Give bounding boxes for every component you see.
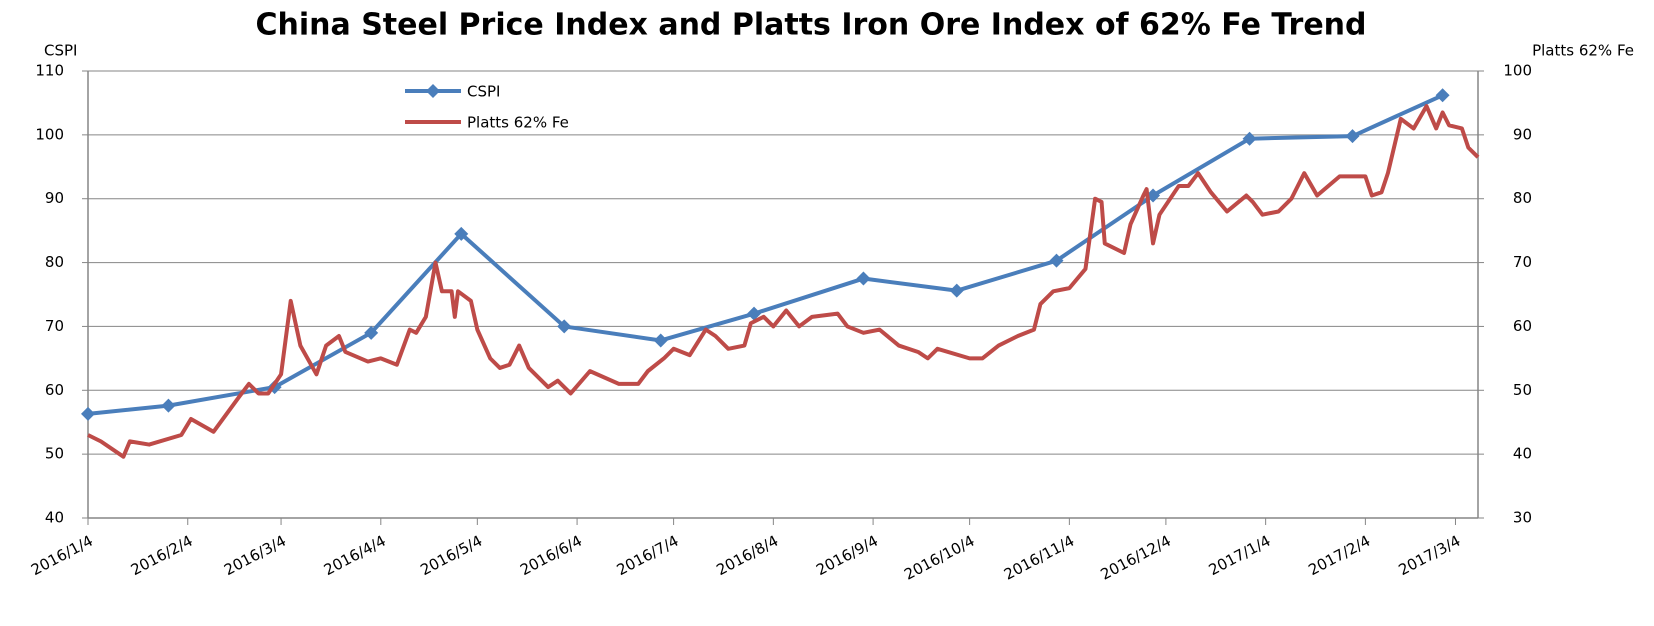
x-tick-label: 2016/1/4 bbox=[28, 532, 96, 580]
y2-tick-label: 40 bbox=[1513, 445, 1532, 463]
y-tick-label: 110 bbox=[35, 62, 64, 80]
series-marker bbox=[454, 226, 469, 241]
series-marker bbox=[856, 271, 871, 286]
x-tick-label: 2016/3/4 bbox=[221, 532, 289, 580]
y-tick-label: 70 bbox=[45, 317, 64, 335]
x-tick-label: 2017/3/4 bbox=[1396, 532, 1464, 580]
x-tick-label: 2016/2/4 bbox=[128, 532, 196, 580]
series-line bbox=[87, 93, 1444, 416]
series-marker bbox=[1345, 129, 1360, 144]
x-tick-label: 2016/5/4 bbox=[417, 532, 485, 580]
series-marker bbox=[557, 319, 572, 334]
y2-tick-label: 30 bbox=[1513, 509, 1532, 527]
y-tick-label: 100 bbox=[35, 125, 64, 143]
x-tick-label: 2016/4/4 bbox=[321, 532, 389, 580]
y2-tick-label: 50 bbox=[1513, 381, 1532, 399]
x-tick-label: 2016/12/4 bbox=[1098, 532, 1174, 584]
x-tick-label: 2017/2/4 bbox=[1305, 532, 1373, 580]
y-axis-label: CSPI bbox=[44, 42, 77, 60]
y-tick-label: 90 bbox=[45, 189, 64, 207]
series-marker bbox=[81, 406, 95, 421]
y-tick-label: 40 bbox=[45, 509, 64, 527]
x-tick-label: 2016/9/4 bbox=[813, 532, 881, 580]
y2-axis-label: Platts 62% Fe bbox=[1532, 42, 1634, 60]
y2-tick-label: 60 bbox=[1513, 317, 1532, 335]
legend-label: Platts 62% Fe bbox=[467, 114, 569, 132]
legend-marker bbox=[426, 84, 440, 98]
y-tick-label: 60 bbox=[45, 381, 64, 399]
series-marker bbox=[747, 306, 762, 321]
x-tick-label: 2016/7/4 bbox=[614, 532, 682, 580]
legend-label: CSPI bbox=[467, 83, 500, 101]
series-marker bbox=[949, 283, 964, 298]
series-marker bbox=[364, 325, 379, 340]
y2-tick-label: 80 bbox=[1513, 189, 1532, 207]
series-marker bbox=[1242, 131, 1257, 146]
series-line bbox=[87, 104, 1480, 459]
series-marker bbox=[161, 398, 176, 413]
x-tick-label: 2016/10/4 bbox=[901, 532, 977, 584]
y-tick-label: 80 bbox=[45, 253, 64, 271]
y2-tick-label: 70 bbox=[1513, 253, 1532, 271]
series-marker bbox=[1435, 88, 1450, 103]
x-tick-label: 2016/6/4 bbox=[517, 532, 585, 580]
series-marker bbox=[1049, 253, 1064, 268]
x-tick-label: 2017/1/4 bbox=[1206, 532, 1274, 580]
y2-tick-label: 90 bbox=[1513, 125, 1532, 143]
chart-title: China Steel Price Index and Platts Iron … bbox=[255, 8, 1366, 43]
x-tick-label: 2016/11/4 bbox=[1001, 532, 1077, 584]
x-tick-label: 2016/8/4 bbox=[713, 532, 781, 580]
series-marker bbox=[653, 333, 668, 348]
y-tick-label: 50 bbox=[45, 445, 64, 463]
y2-tick-label: 100 bbox=[1503, 62, 1532, 80]
